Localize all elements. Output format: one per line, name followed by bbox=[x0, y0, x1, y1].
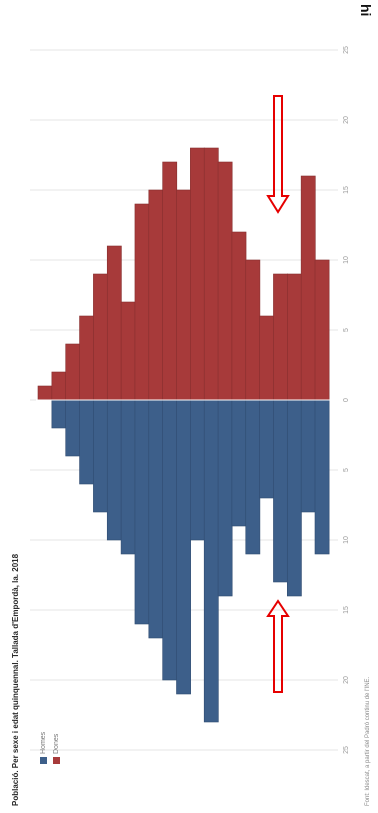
tick-label: 20 bbox=[343, 116, 350, 124]
bar-dones bbox=[79, 315, 95, 401]
tick-label: 5 bbox=[343, 328, 350, 332]
bar-homes bbox=[245, 399, 261, 555]
bar-homes bbox=[217, 399, 233, 597]
legend-label-dones: Dones bbox=[53, 733, 60, 754]
legend-swatch-dones bbox=[53, 757, 60, 764]
bar-dones bbox=[259, 315, 275, 401]
bar-dones bbox=[300, 175, 316, 401]
tick-label: 10 bbox=[343, 536, 350, 544]
tick-label: 15 bbox=[343, 186, 350, 194]
legend-label-homes: Homes bbox=[40, 731, 47, 754]
bar-homes bbox=[106, 399, 122, 541]
bar-dones bbox=[231, 231, 247, 401]
bar-dones bbox=[217, 161, 233, 401]
tick-label: 0 bbox=[343, 398, 350, 402]
bar-dones bbox=[51, 371, 67, 401]
arrow-lower bbox=[266, 599, 290, 693]
value-axis-ticks: 25 20 15 10 5 0 5 10 15 20 25 bbox=[343, 46, 350, 754]
bar-homes bbox=[286, 399, 302, 597]
bar-homes bbox=[300, 399, 316, 513]
bar-dones bbox=[190, 147, 205, 401]
bar-homes bbox=[203, 399, 219, 723]
arrow-upper bbox=[266, 95, 290, 214]
bar-dones bbox=[148, 189, 164, 401]
bar-homes bbox=[148, 399, 164, 639]
legend: Homes Dones bbox=[40, 731, 60, 764]
tick-label: 25 bbox=[343, 746, 350, 754]
tick-label: 25 bbox=[343, 46, 350, 54]
bar-homes bbox=[314, 399, 330, 555]
bar-homes bbox=[162, 399, 178, 681]
bar-dones bbox=[120, 301, 136, 401]
bar-homes bbox=[231, 399, 247, 527]
bar-homes bbox=[134, 399, 150, 625]
chart-title: Població. Per sexe i edat quinquennal. T… bbox=[11, 553, 20, 806]
bar-dones bbox=[37, 385, 53, 401]
bar-dones bbox=[134, 203, 150, 401]
bar-homes bbox=[120, 399, 136, 555]
bar-dones bbox=[162, 161, 178, 401]
tick-label: 5 bbox=[343, 468, 350, 472]
source-note: Font: Idescat, a partir del Padró contin… bbox=[365, 676, 371, 806]
annotation-arrows bbox=[266, 95, 290, 693]
bar-dones bbox=[93, 273, 108, 401]
bar-homes bbox=[176, 399, 191, 695]
bar-dones bbox=[106, 245, 122, 401]
bar-dones bbox=[65, 343, 81, 401]
bar-homes bbox=[190, 399, 205, 541]
tick-label: 15 bbox=[343, 606, 350, 614]
bar-dones bbox=[314, 259, 330, 401]
bar-dones bbox=[203, 147, 219, 401]
bar-homes bbox=[51, 399, 67, 429]
legend-swatch-homes bbox=[40, 757, 47, 764]
bar-homes bbox=[273, 399, 288, 583]
bar-dones bbox=[286, 273, 302, 401]
bar-homes bbox=[259, 399, 275, 499]
bar-dones bbox=[273, 273, 288, 401]
bar-dones bbox=[245, 259, 261, 401]
bars bbox=[36, 147, 338, 723]
bar-homes bbox=[79, 399, 95, 485]
tick-label: 20 bbox=[343, 676, 350, 684]
bar-homes bbox=[65, 399, 81, 457]
corner-label: hi bbox=[358, 4, 374, 16]
bar-homes bbox=[93, 399, 108, 513]
bar-dones bbox=[176, 189, 191, 401]
tick-label: 10 bbox=[343, 256, 350, 264]
